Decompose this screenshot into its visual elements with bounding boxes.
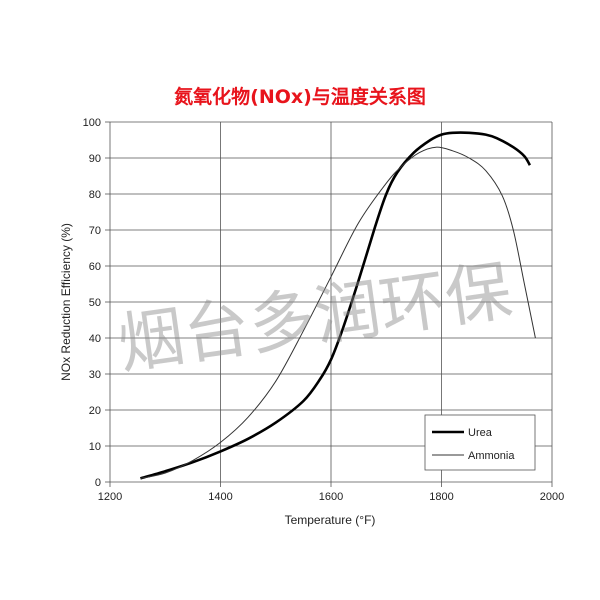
y-tick-label: 30 [89,369,101,381]
grid [109,121,553,483]
axis-ticks: 0 10 20 30 40 50 60 70 80 90 100 1200 1400 1600 1800 20… [83,117,565,503]
chart-title: 氮氧化物(NOx)与温度关系图 [174,85,426,108]
y-tick-label: 80 [89,189,101,201]
legend-box [424,414,536,471]
x-tick-label: 1400 [208,491,232,503]
y-tick-label: 50 [89,297,101,309]
y-tick-label: 100 [83,117,101,129]
legend-label-ammonia: Ammonia [468,450,515,462]
series-line-ammonia [140,146,536,479]
y-tick-label: 40 [89,333,101,345]
y-tick-label: 0 [95,477,101,489]
x-tick-label: 1600 [319,491,343,503]
x-tick-label: 1200 [98,491,122,503]
x-tick-label: 1800 [429,491,453,503]
x-tick-label: 2000 [540,491,564,503]
watermark-text: 烟台多润环保 [113,252,516,383]
y-tick-label: 10 [89,441,101,453]
legend: Urea Ammonia [424,414,536,471]
y-tick-label: 90 [89,153,101,165]
legend-label-urea: Urea [468,427,493,439]
y-tick-label: 60 [89,261,101,273]
y-tick-label: 20 [89,405,101,417]
y-axis-label: NOx Reduction Efficiency (%) [59,223,73,381]
series [140,131,536,480]
x-axis-label: Temperature (°F) [285,513,376,527]
y-tick-label: 70 [89,225,101,237]
series-line-urea [140,131,532,480]
